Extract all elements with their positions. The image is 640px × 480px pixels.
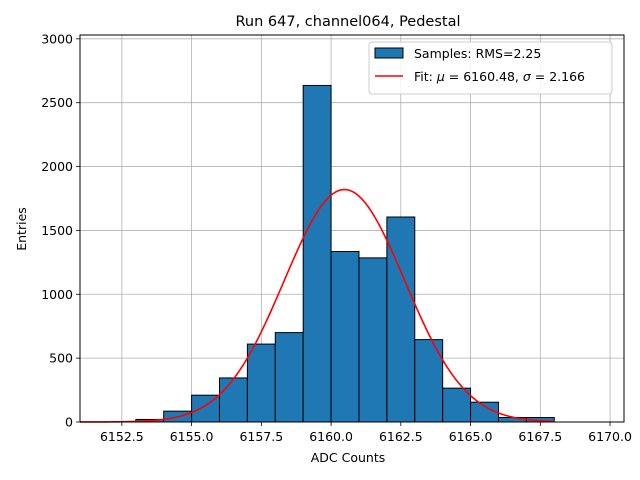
histogram-bar: [330, 250, 360, 423]
y-tick-label: 1500: [41, 223, 73, 238]
x-tick-label: 6170.0: [588, 429, 632, 444]
y-tick-label: 0: [65, 415, 73, 430]
x-tick-label: 6167.5: [518, 429, 562, 444]
x-tick-label: 6157.5: [239, 429, 283, 444]
y-axis-ticks: 0 500 1000 1500 2000 2500 3000: [41, 31, 80, 430]
legend-fit-label: Fit: μ = 6160.48, σ = 2.166: [414, 69, 585, 84]
chart-title: Run 647, channel064, Pedestal: [235, 14, 460, 30]
histogram-bar: [246, 343, 276, 423]
legend-box: [368, 41, 613, 95]
x-axis-label: ADC Counts: [311, 450, 386, 465]
legend-histogram-swatch: [374, 47, 404, 59]
x-tick-label: 6160.0: [309, 429, 353, 444]
legend: Samples: RMS=2.25 Fit: μ = 6160.48, σ = …: [368, 41, 613, 95]
histogram-bar: [218, 377, 248, 423]
y-tick-label: 2500: [41, 95, 73, 110]
histogram-bar: [442, 387, 472, 423]
y-tick-label: 2000: [41, 159, 73, 174]
y-tick-label: 1000: [41, 287, 73, 302]
y-tick-label: 500: [49, 351, 73, 366]
histogram-bar: [302, 84, 332, 423]
plot-area: [79, 34, 625, 423]
histogram-bar: [274, 332, 304, 423]
y-tick-label: 3000: [41, 31, 73, 46]
y-axis-label: Entries: [14, 207, 29, 251]
x-tick-label: 6165.0: [449, 429, 493, 444]
x-tick-label: 6162.5: [379, 429, 423, 444]
x-axis-ticks: 6152.5 6155.0 6157.5 6160.0 6162.5 6165.0 6167…: [100, 422, 632, 444]
legend-histogram-label: Samples: RMS=2.25: [414, 46, 541, 61]
histogram-bar: [358, 257, 388, 423]
x-tick-label: 6152.5: [100, 429, 144, 444]
x-tick-label: 6155.0: [170, 429, 214, 444]
gaussian-fit-line: [80, 188, 555, 423]
plot-frame: [79, 34, 625, 423]
